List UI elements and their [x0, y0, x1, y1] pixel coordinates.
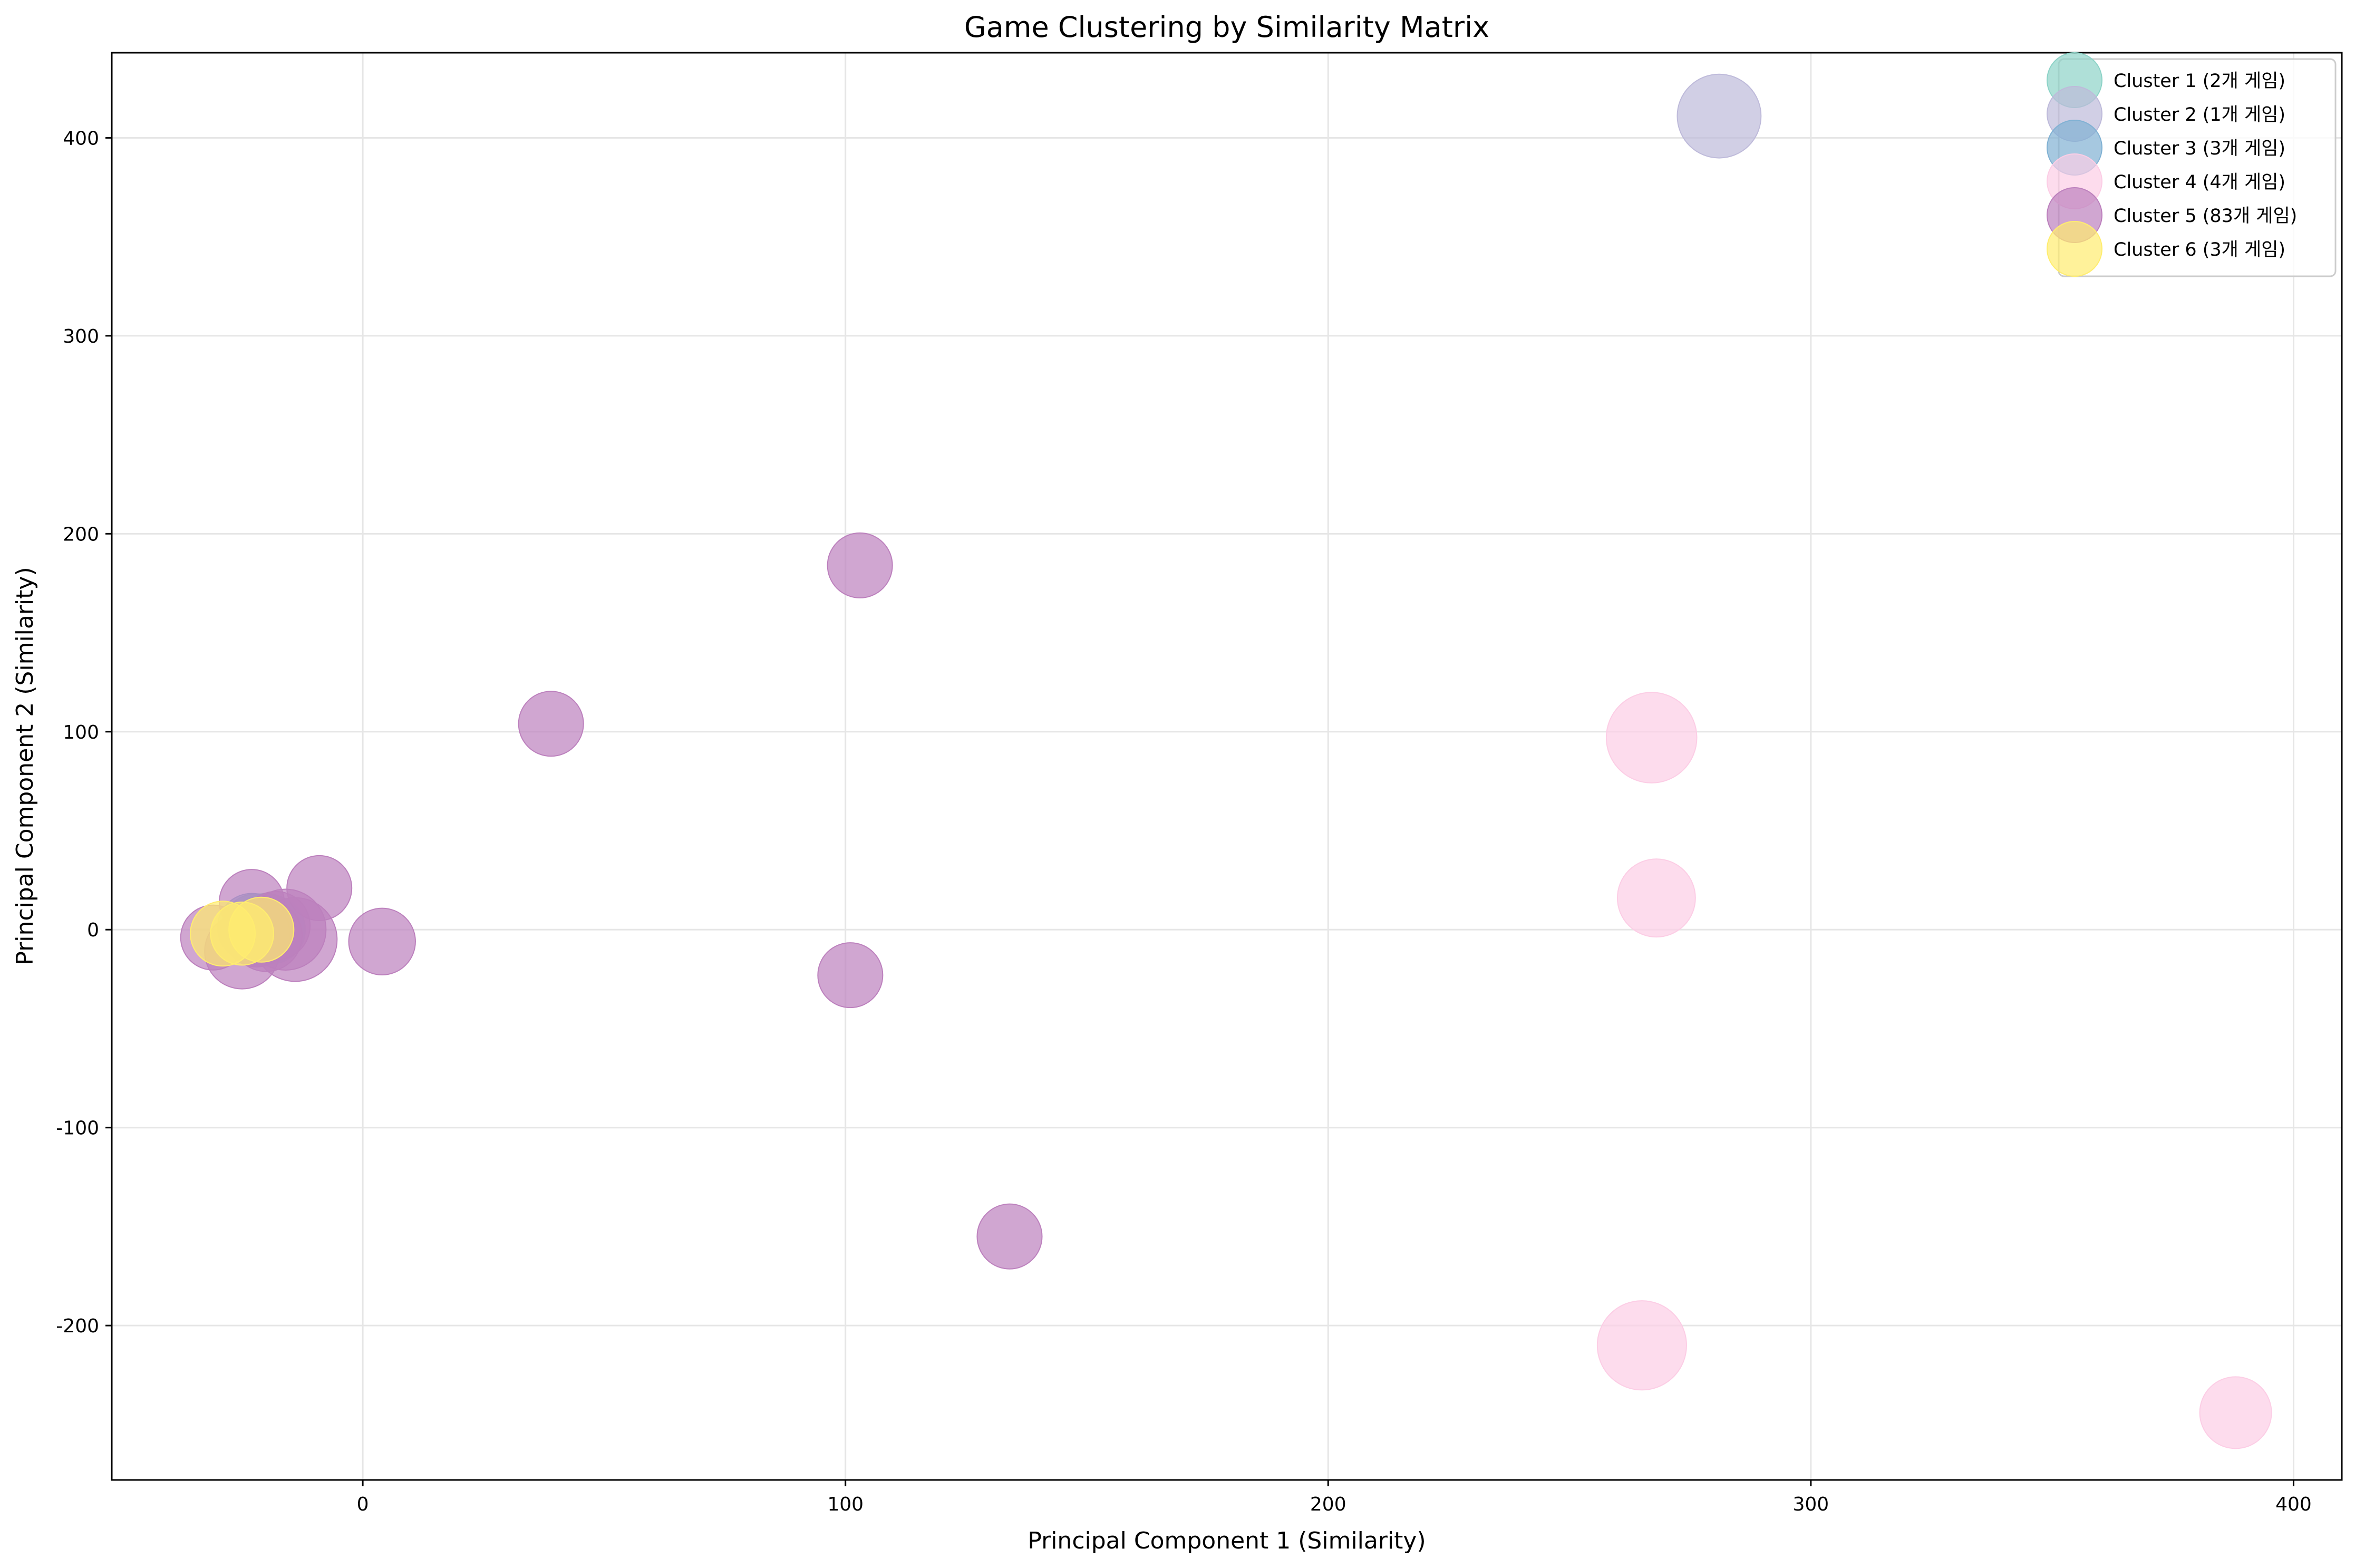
cluster-4-point	[1605, 692, 1698, 783]
plot-frame	[111, 52, 2343, 1481]
y-tick-label: -100	[56, 1118, 99, 1139]
legend-marker-cluster-6	[2047, 221, 2102, 277]
x-tick-label: 300	[1792, 1494, 1829, 1515]
y-tick-label: 100	[63, 722, 99, 743]
cluster-4-point	[1616, 858, 1696, 938]
y-axis-ticks: -200 -100 0 100 200 300 400	[56, 128, 112, 1337]
y-tick-label: 200	[63, 524, 99, 545]
cluster-4-point	[2199, 1376, 2272, 1449]
x-tick-label: 0	[357, 1494, 369, 1515]
x-axis-label: Principal Component 1 (Similarity)	[1028, 1527, 1426, 1554]
x-axis-ticks: 0 100 200 300 400	[357, 1480, 2312, 1515]
legend-label-cluster-6: Cluster 6 (3개 게임)	[2114, 239, 2285, 260]
legend-label-cluster-1: Cluster 1 (2개 게임)	[2114, 71, 2285, 92]
cluster-5-point	[348, 907, 416, 975]
cluster-4-point	[1596, 1300, 1687, 1391]
data-points	[180, 73, 2272, 1449]
y-tick-label: 0	[87, 919, 99, 941]
cluster-6-point	[210, 901, 274, 966]
y-axis-label: Principal Component 2 (Similarity)	[12, 567, 38, 965]
cluster-5-point	[518, 691, 584, 757]
cluster-2-point	[1676, 73, 1762, 159]
x-tick-label: 200	[1310, 1494, 1346, 1515]
legend-label-cluster-4: Cluster 4 (4개 게임)	[2114, 172, 2285, 193]
cluster-5-point	[976, 1203, 1043, 1270]
chart-title: Game Clustering by Similarity Matrix	[964, 11, 1489, 44]
legend: Cluster 1 (2개 게임) Cluster 2 (1개 게임) Cluste…	[2047, 52, 2337, 277]
legend-label-cluster-2: Cluster 2 (1개 게임)	[2114, 104, 2285, 125]
legend-label-cluster-5: Cluster 5 (83개 게임)	[2114, 206, 2297, 227]
legend-label-cluster-3: Cluster 3 (3개 게임)	[2114, 138, 2285, 159]
y-tick-label: 400	[63, 128, 99, 149]
y-tick-label: 300	[63, 326, 99, 347]
cluster-5-point	[827, 532, 893, 598]
grid-lines	[112, 53, 2342, 1480]
y-tick-label: -200	[56, 1315, 99, 1337]
x-tick-label: 400	[2275, 1494, 2312, 1515]
cluster-5-point	[817, 942, 884, 1009]
x-tick-label: 100	[827, 1494, 864, 1515]
